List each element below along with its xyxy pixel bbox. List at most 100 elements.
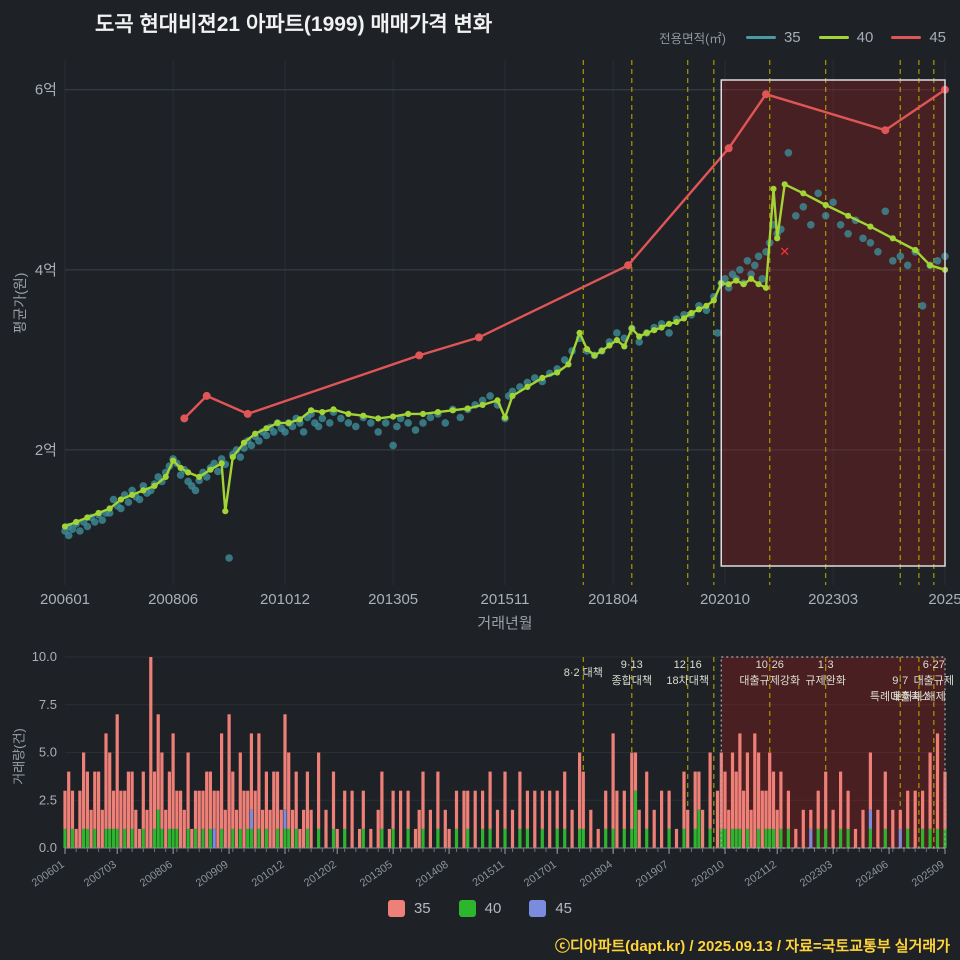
volume-bar-35	[253, 790, 257, 848]
volume-bar-35	[727, 809, 731, 848]
volume-bar-35	[234, 809, 239, 848]
volume-bar-35	[205, 771, 209, 848]
page-title: 도곡 현대비젼21 아파트(1999) 매매가격 변화	[95, 13, 493, 36]
legend-label-45: 45	[929, 29, 946, 46]
svg-text:200909: 200909	[194, 859, 231, 890]
volume-bar-35	[481, 790, 485, 829]
svg-text:202406: 202406	[854, 859, 891, 890]
volume-bar-35	[417, 809, 421, 848]
volume-bar-35	[111, 790, 116, 829]
volume-bar-35	[921, 790, 925, 829]
volume-bar-35	[473, 790, 477, 848]
volume-bar-40	[156, 809, 160, 848]
svg-text:200806: 200806	[138, 859, 175, 890]
volume-bar-35	[264, 771, 268, 829]
legend-item-35[interactable]: 35	[745, 29, 801, 46]
volume-bar-35	[413, 828, 418, 848]
volume-bar-35	[637, 809, 641, 848]
volume-bar-35	[376, 809, 380, 848]
volume-legend-item-40[interactable]: 40	[458, 900, 502, 917]
volume-bar-35	[324, 809, 328, 848]
volume-legend: 35 40 45	[0, 900, 960, 917]
volume-bar-35	[742, 790, 746, 848]
volume-legend-label-40: 40	[484, 900, 502, 917]
volume-bar-35	[182, 809, 186, 848]
volume-bar-35	[775, 809, 779, 848]
volume-bar-35	[223, 809, 227, 848]
volume-bar-35	[764, 790, 768, 829]
volume-bar-40	[555, 828, 559, 848]
volume-bar-40	[93, 828, 97, 848]
series-35	[61, 149, 949, 562]
volume-bar-35	[156, 714, 160, 810]
legend-line-35-icon	[745, 36, 776, 39]
volume-bar-35	[350, 790, 354, 848]
legend-item-40[interactable]: 40	[818, 29, 873, 46]
volume-bar-40	[745, 828, 749, 848]
volume-bar-35	[488, 771, 492, 829]
policy-annotation: 토허제 해제	[892, 689, 946, 703]
volume-legend-item-45[interactable]: 45	[529, 900, 572, 917]
volume-bar-35	[238, 752, 242, 829]
volume-bar-35	[883, 771, 887, 829]
volume-bar-35	[555, 790, 559, 829]
svg-text:202303: 202303	[808, 591, 858, 608]
svg-text:202010: 202010	[700, 591, 750, 608]
volume-bar-35	[152, 771, 157, 829]
volume-bar-40	[220, 828, 224, 848]
volume-bar-40	[734, 828, 738, 848]
volume-bar-40	[779, 828, 783, 848]
volume-bar-40	[622, 828, 626, 848]
volume-bar-35	[749, 809, 753, 848]
volume-bar-35	[275, 771, 280, 829]
svg-text:200703: 200703	[82, 859, 119, 890]
volume-bar-35	[100, 809, 104, 848]
volume-bar-40	[82, 828, 86, 848]
volume-bar-40	[906, 828, 910, 848]
svg-text:200601: 200601	[30, 859, 67, 890]
volume-bar-35	[540, 790, 544, 829]
volume-bar-40	[839, 828, 843, 848]
volume-bar-35	[723, 771, 727, 829]
volume-bar-40	[104, 828, 108, 848]
volume-bar-35	[928, 752, 932, 829]
volume-bar-35	[816, 790, 820, 829]
volume-bar-35	[913, 790, 917, 848]
volume-bar-35	[846, 790, 850, 829]
volume-legend-label-45: 45	[555, 900, 573, 917]
volume-bar-35	[391, 790, 395, 829]
legend-item-45[interactable]: 45	[891, 29, 946, 46]
svg-text:201511: 201511	[470, 859, 506, 889]
volume-bar-40	[466, 828, 470, 848]
svg-text:201202: 201202	[302, 859, 339, 890]
svg-text:6억: 6억	[35, 82, 57, 99]
policy-annotation: 종합대책	[612, 674, 652, 687]
svg-text:201511: 201511	[481, 591, 530, 608]
volume-bar-35	[294, 771, 298, 829]
volume-bar-40	[193, 828, 198, 848]
volume-bar-35	[611, 733, 615, 829]
volume-bar-40	[257, 828, 261, 848]
volume-bar-40	[518, 828, 522, 848]
volume-bar-40	[249, 828, 253, 848]
svg-text:2025: 2025	[928, 591, 960, 608]
volume-bar-45	[283, 809, 287, 829]
svg-text:201408: 201408	[414, 859, 451, 890]
volume-bar-35	[548, 790, 552, 848]
volume-bar-35	[74, 828, 78, 848]
volume-bar-35	[693, 771, 697, 829]
volume-bar-35	[249, 733, 253, 810]
policy-annotation: 18차대책	[666, 674, 709, 687]
volume-bar-35	[876, 809, 880, 848]
volume-bar-40	[764, 828, 768, 848]
volume-bar-35	[119, 790, 123, 848]
volume-bar-45	[212, 828, 216, 848]
volume-bar-35	[208, 771, 212, 829]
volume-bar-35	[123, 790, 127, 829]
policy-annotation: 규제완화	[805, 674, 845, 687]
volume-bar-35	[466, 790, 470, 829]
volume-bar-35	[518, 771, 522, 829]
volume-bar-35	[660, 790, 664, 848]
volume-bar-40	[768, 828, 772, 848]
volume-legend-item-35[interactable]: 35	[387, 900, 431, 917]
